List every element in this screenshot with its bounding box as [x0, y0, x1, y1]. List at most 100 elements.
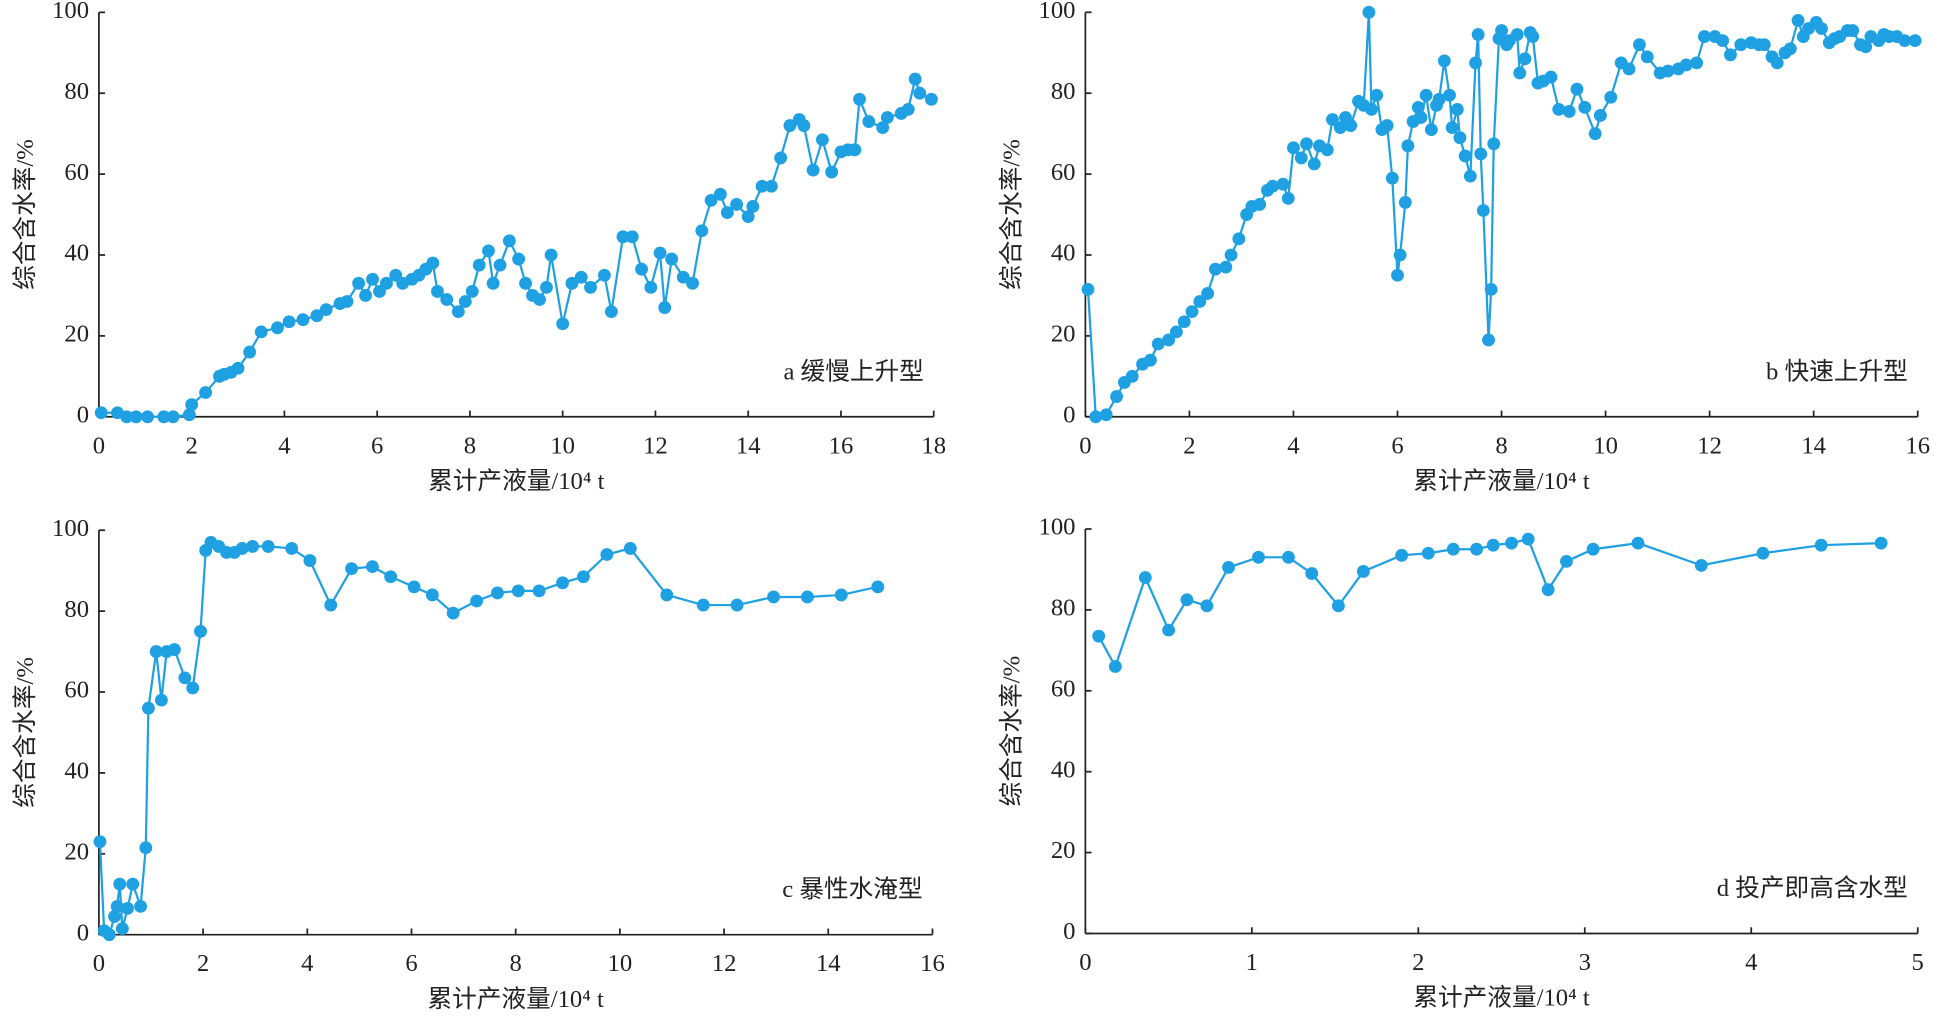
data-point — [1562, 105, 1576, 118]
y-tick-label: 80 — [64, 78, 89, 105]
annotation: c 暴性水淹型 — [782, 875, 922, 903]
data-point — [115, 922, 129, 936]
data-point — [1331, 599, 1345, 613]
x-tick-label: 12 — [1697, 432, 1722, 459]
data-point — [1632, 38, 1646, 52]
data-point — [1570, 82, 1584, 96]
x-tick-label: 2 — [1183, 432, 1195, 459]
data-point — [1505, 536, 1518, 550]
y-tick-label: 0 — [77, 919, 89, 946]
data-point — [853, 92, 866, 106]
data-point — [359, 289, 372, 302]
data-point — [1380, 119, 1394, 132]
data-point — [1593, 109, 1607, 122]
data-point — [862, 115, 876, 128]
x-tick-label: 16 — [1905, 432, 1930, 459]
data-point — [1815, 22, 1828, 35]
data-point — [695, 224, 709, 238]
data-point — [1783, 42, 1797, 56]
data-point — [1604, 90, 1618, 104]
data-point — [1470, 542, 1483, 556]
data-point — [472, 258, 486, 272]
data-point — [704, 193, 718, 207]
data-point — [493, 258, 507, 272]
data-line — [98, 540, 879, 937]
y-tick-label: 20 — [64, 321, 89, 348]
x-tick-label: 8 — [510, 950, 522, 977]
data-point — [1716, 34, 1730, 48]
x-tick-label: 8 — [464, 432, 476, 459]
data-point — [186, 681, 200, 695]
data-point — [254, 325, 268, 339]
data-point — [1482, 333, 1495, 347]
x-tick-label: 4 — [301, 950, 313, 977]
data-point — [1110, 390, 1124, 403]
data-point — [755, 179, 769, 193]
annotation: b 快速上升型 — [1766, 357, 1908, 385]
x-tick-label: 18 — [921, 432, 946, 459]
data-point — [1419, 88, 1433, 102]
data-point — [324, 598, 338, 612]
data-point — [1201, 287, 1215, 300]
data-point — [577, 570, 590, 584]
data-point — [1791, 14, 1805, 27]
data-point — [1544, 70, 1558, 84]
data-point — [451, 305, 465, 319]
data-point — [1092, 629, 1106, 643]
data-point — [533, 293, 546, 306]
data-point — [746, 200, 760, 213]
y-tick-label: 0 — [1063, 918, 1075, 945]
data-point — [231, 361, 245, 375]
data-point — [741, 210, 755, 223]
data-point — [108, 910, 121, 923]
data-point — [235, 542, 249, 555]
x-tick-label: 4 — [278, 432, 290, 459]
data-point — [1521, 532, 1535, 546]
data-point — [1224, 248, 1238, 262]
x-tick-label: 3 — [1579, 949, 1591, 976]
data-point — [540, 280, 553, 294]
x-tick-label: 8 — [1495, 432, 1507, 459]
data-point — [1099, 408, 1113, 422]
y-tick-label: 100 — [1039, 0, 1076, 24]
data-point — [1679, 58, 1693, 72]
data-point — [532, 584, 546, 598]
y-tick-label: 60 — [1051, 675, 1076, 702]
data-point — [149, 645, 163, 658]
data-point — [1333, 121, 1347, 135]
data-point — [1305, 567, 1319, 580]
data-point — [519, 276, 532, 290]
data-point — [1432, 92, 1446, 106]
data-point — [1108, 660, 1122, 673]
data-point — [686, 276, 699, 290]
x-tick-label: 2 — [185, 432, 197, 459]
y-tick-label: 40 — [1051, 240, 1076, 267]
y-tick-label: 100 — [52, 0, 89, 24]
data-line — [1086, 12, 1916, 419]
data-point — [1180, 593, 1194, 607]
x-tick-label: 14 — [816, 950, 841, 977]
data-point — [1356, 565, 1370, 578]
x-tick-label: 16 — [920, 950, 945, 977]
data-point — [1445, 121, 1459, 135]
y-tick-label: 80 — [1051, 595, 1076, 622]
y-tick-label: 100 — [52, 515, 89, 542]
data-point — [1177, 315, 1191, 329]
data-point — [665, 252, 679, 266]
data-point — [446, 606, 460, 620]
data-point — [261, 539, 275, 553]
data-point — [1276, 177, 1290, 191]
data-point — [1588, 127, 1602, 141]
data-point — [1365, 102, 1378, 116]
data-point — [1513, 66, 1527, 80]
data-point — [658, 301, 672, 314]
data-point — [797, 119, 811, 132]
data-point — [1724, 48, 1737, 62]
data-point — [556, 317, 570, 331]
data-point — [1443, 88, 1456, 102]
data-point — [825, 165, 839, 179]
data-point — [352, 276, 366, 290]
data-point — [574, 270, 588, 284]
x-tick-label: 10 — [550, 432, 575, 459]
